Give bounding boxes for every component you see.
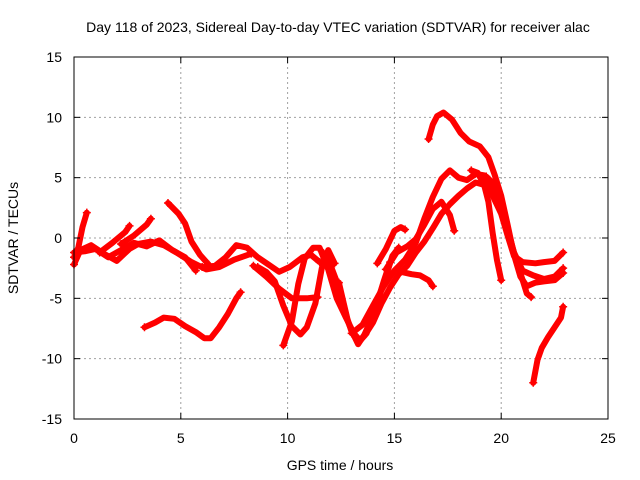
data-point-marker bbox=[527, 293, 536, 302]
y-tick-label: 5 bbox=[54, 170, 62, 186]
data-point-marker bbox=[317, 247, 326, 256]
series-track-17 bbox=[396, 267, 437, 291]
series-track-16 bbox=[381, 198, 459, 274]
y-tick-label: -10 bbox=[42, 351, 62, 367]
data-series bbox=[70, 109, 568, 387]
series-line bbox=[165, 200, 212, 268]
data-point-marker bbox=[373, 259, 382, 268]
x-tick-label: 5 bbox=[177, 430, 185, 446]
data-point-marker bbox=[396, 267, 405, 276]
series-line bbox=[250, 262, 321, 302]
series-line bbox=[141, 289, 244, 342]
y-tick-label: 10 bbox=[46, 109, 62, 125]
data-point-marker bbox=[559, 268, 568, 277]
series-line bbox=[530, 303, 567, 386]
series-line bbox=[382, 198, 458, 273]
data-point-marker bbox=[279, 341, 288, 350]
data-point-marker bbox=[116, 240, 125, 249]
data-point-marker bbox=[125, 221, 134, 230]
data-point-marker bbox=[529, 378, 538, 387]
series-track-18 bbox=[424, 109, 568, 290]
data-point-marker bbox=[198, 262, 207, 271]
series-track-14 bbox=[347, 167, 568, 338]
data-point-marker bbox=[236, 288, 245, 297]
data-point-marker bbox=[381, 265, 390, 274]
data-point-marker bbox=[424, 135, 433, 144]
data-point-marker bbox=[559, 248, 568, 257]
series-line bbox=[374, 224, 409, 267]
x-tick-label: 20 bbox=[493, 430, 509, 446]
data-point-marker bbox=[401, 225, 410, 234]
series-line bbox=[71, 237, 199, 274]
data-point-marker bbox=[140, 323, 149, 332]
series-line bbox=[118, 215, 154, 247]
series-line bbox=[348, 167, 567, 337]
y-tick-label: -15 bbox=[42, 411, 62, 427]
chart-title: Day 118 of 2023, Sidereal Day-to-day VTE… bbox=[86, 19, 590, 35]
data-point-marker bbox=[95, 248, 104, 257]
grid-lines bbox=[74, 57, 608, 419]
y-tick-label: 15 bbox=[46, 49, 62, 65]
data-point-marker bbox=[467, 166, 476, 175]
series-track-19 bbox=[467, 166, 506, 285]
x-tick-label: 0 bbox=[70, 430, 78, 446]
series-track-20 bbox=[482, 172, 536, 302]
data-point-marker bbox=[253, 262, 262, 271]
data-point-marker bbox=[482, 172, 491, 181]
series-track-15 bbox=[373, 224, 410, 268]
data-point-marker bbox=[497, 276, 506, 285]
series-track-7 bbox=[140, 288, 245, 342]
x-tick-labels: 0 5 10 15 20 25 bbox=[70, 430, 616, 446]
data-point-marker bbox=[428, 282, 437, 291]
x-axis-label: GPS time / hours bbox=[287, 457, 394, 473]
y-axis-label: SDTVAR / TECUs bbox=[5, 182, 21, 294]
y-tick-label: -5 bbox=[50, 290, 63, 306]
y-tick-labels: 15 10 5 0 -5 -10 -15 bbox=[42, 49, 62, 427]
tick-marks bbox=[73, 56, 609, 420]
series-line bbox=[335, 179, 567, 345]
series-line bbox=[96, 222, 133, 256]
data-point-marker bbox=[163, 199, 172, 208]
data-point-marker bbox=[146, 214, 155, 223]
series-line bbox=[468, 167, 505, 284]
data-point-marker bbox=[450, 226, 459, 235]
series-line bbox=[425, 109, 567, 290]
y-tick-label: 0 bbox=[54, 230, 62, 246]
series-line bbox=[483, 173, 535, 301]
series-line bbox=[397, 268, 436, 290]
series-track-21 bbox=[529, 302, 568, 387]
series-track-5 bbox=[116, 214, 155, 249]
x-tick-label: 25 bbox=[600, 430, 616, 446]
data-point-marker bbox=[559, 302, 568, 311]
data-point-marker bbox=[347, 329, 356, 338]
data-point-marker bbox=[82, 208, 91, 217]
data-point-marker bbox=[334, 278, 343, 287]
series-track-4 bbox=[95, 221, 134, 257]
x-tick-label: 15 bbox=[387, 430, 403, 446]
x-tick-label: 10 bbox=[280, 430, 296, 446]
data-point-marker bbox=[191, 266, 200, 275]
